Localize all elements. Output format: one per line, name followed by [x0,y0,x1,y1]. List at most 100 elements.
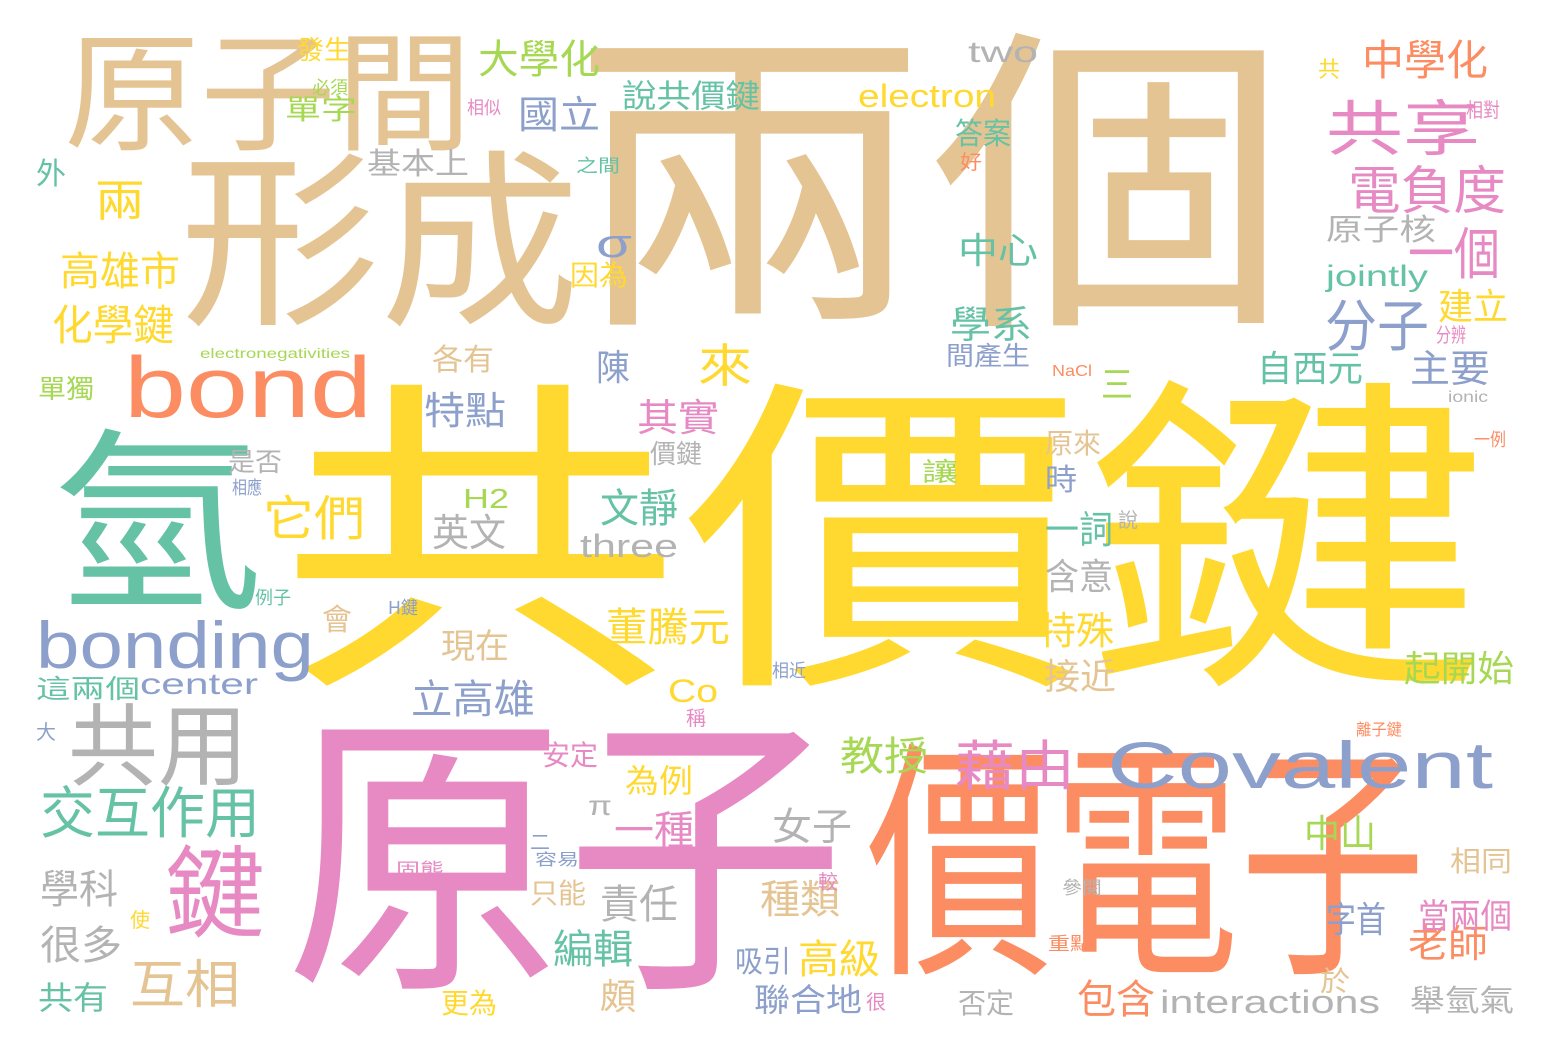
word: 特點 [424,389,506,433]
word: bonding [36,608,315,682]
word: 因為 [570,259,628,292]
word: interactions [1160,984,1380,1020]
word: 單獨 [38,375,95,405]
word: 好 [960,150,982,174]
word: 藉由 [955,735,1075,798]
word: 其實 [637,396,719,440]
word: 文靜 [600,486,678,532]
word: 老師 [1408,922,1488,966]
word: H鍵 [388,598,419,619]
word: 為例 [625,762,693,800]
word: 較 [818,870,838,894]
word: 兩 [95,176,146,227]
word: 董騰元 [606,605,730,651]
word: 責任 [600,882,678,928]
word: 教授 [840,734,928,780]
word: 包含 [1077,977,1155,1023]
word: 一詞 [1045,508,1114,552]
word: 於 [1320,965,1350,998]
word: 兩個 [570,4,1290,376]
word: 稱 [686,706,706,730]
word: 女子 [772,805,852,849]
word: 安定 [542,739,598,772]
word: 共有 [38,979,109,1017]
word: 一個 [1408,223,1500,288]
word: 答案 [955,117,1011,152]
word: 建立 [1438,287,1508,328]
word: NaCl [1052,363,1093,380]
word: 高雄市 [60,249,180,295]
word: 原子 [285,687,845,1036]
word: π [588,790,612,821]
word: center [140,668,258,701]
word: 是否 [228,448,282,478]
word: 現在 [441,627,509,667]
word: 相對 [1466,98,1500,122]
word: 固態 [396,860,444,881]
word: 原來 [1045,427,1101,460]
word: 很多 [40,923,122,969]
word: 立高雄 [411,677,535,723]
word: 含意 [1045,557,1113,598]
word: 特殊 [1038,609,1115,653]
word: 主要 [1410,347,1490,391]
word: σ [596,222,632,266]
word: 否定 [958,987,1014,1020]
word: 它們 [263,491,365,547]
word: 互相 [130,956,240,1016]
word: 原子核 [1326,213,1436,248]
word: 相近 [772,661,806,682]
word: 編輯 [553,927,633,973]
word: 相同 [1450,845,1512,878]
word: 使 [130,908,150,932]
word: 國立 [518,93,600,137]
word: 頗 [600,977,637,1018]
word: 更為 [441,987,497,1020]
word: 容易 [535,850,579,869]
word: 聯合地 [754,981,862,1019]
word: 氫 [52,412,262,640]
word: 陳 [596,348,630,389]
word: 交互作用 [40,782,260,847]
word: electronegativities [200,345,350,361]
word: jointly [1326,260,1428,293]
word: 當兩個 [1418,897,1513,937]
word: 共用 [68,695,248,800]
word: 讓 [922,458,959,488]
word: two [968,36,1038,69]
word: 參閱 [1062,878,1102,899]
word: H2 [463,483,509,514]
word: 來 [698,339,752,393]
word: ionic [1448,389,1489,406]
word: bond [124,340,372,436]
word: 說共價鍵 [622,77,761,115]
word: 中山 [1304,812,1377,856]
word: 只能 [530,877,586,910]
word: 舉氫氣 [1410,984,1515,1019]
word: 中心 [958,231,1039,272]
word: Co [668,673,718,709]
word: 重點 [1048,934,1092,955]
word: 英文 [432,511,507,555]
word: 共價鍵 [278,353,1488,737]
word: 一例 [1474,430,1507,451]
word: 起開始 [1404,649,1515,690]
word: 價電子 [866,721,1426,1014]
word: 必須 [312,78,348,99]
word: 之間 [576,156,620,177]
word: 吸引 [735,945,791,980]
word: 分子 [1325,295,1430,360]
word: 大學化 [478,37,601,83]
word: 共享 [1326,95,1480,165]
word: 電負度 [1348,162,1506,222]
word: three [580,528,678,564]
word: 原子間 [64,19,472,171]
word: Covalent [1107,728,1494,802]
word: 共 [1318,58,1341,83]
word: 高級 [798,937,880,983]
word: 大 [36,720,56,744]
word: 中學化 [1362,36,1489,85]
word: 基本上 [367,147,469,182]
word: 一種 [614,808,694,854]
